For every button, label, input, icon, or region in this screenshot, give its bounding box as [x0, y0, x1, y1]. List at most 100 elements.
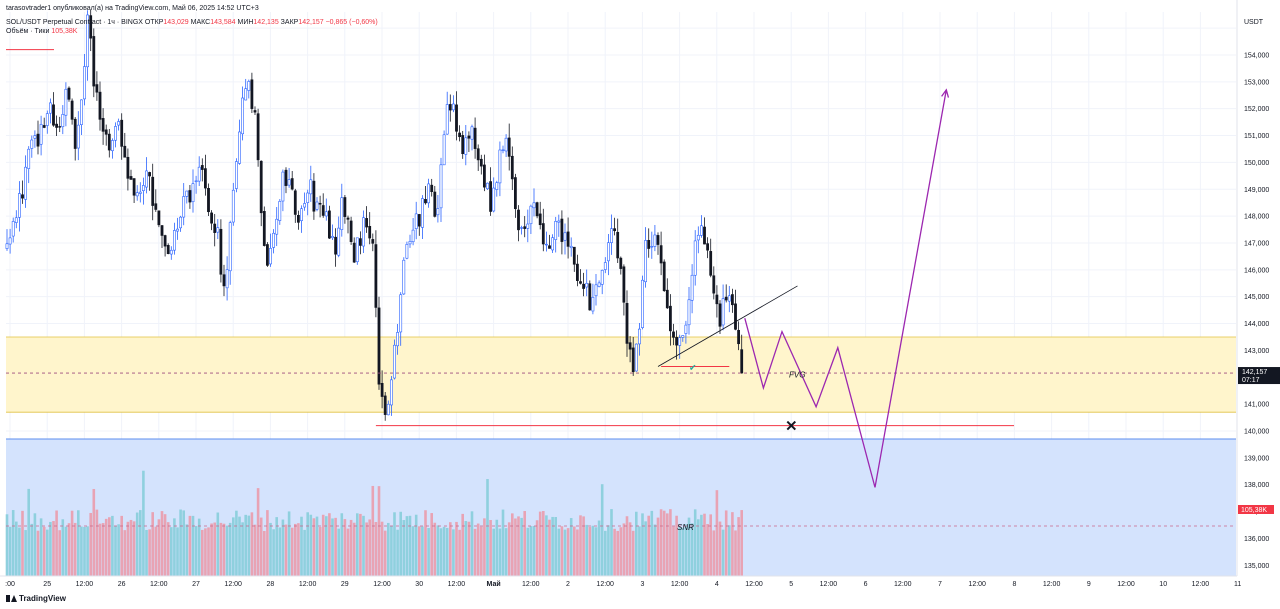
- symbol-legend[interactable]: SOL/USDT Perpetual Contract · 1ч · BINGX…: [6, 19, 378, 26]
- projection-path[interactable]: [744, 89, 947, 488]
- symbol-name[interactable]: SOL/USDT Perpetual Contract · 1ч · BINGX: [6, 19, 143, 26]
- candle-body: [154, 203, 158, 210]
- volume-bar-up: [585, 524, 588, 576]
- candle-body: [517, 209, 520, 231]
- candle-body: [250, 79, 254, 109]
- candle-body: [197, 166, 201, 182]
- volume-bar-down: [70, 510, 74, 576]
- candle-body: [241, 97, 245, 135]
- candle-body: [507, 137, 511, 157]
- candle-body: [45, 113, 49, 126]
- time-tick-label: 11: [1234, 581, 1241, 588]
- volume-bar-down: [458, 529, 461, 576]
- volume-bar-down: [383, 530, 387, 576]
- volume-bar-up: [306, 512, 309, 576]
- price-tick-label: 143,000: [1244, 348, 1269, 355]
- low-label: МИН: [237, 19, 254, 26]
- candle-body: [303, 203, 307, 208]
- projection-arrow-icon[interactable]: [941, 88, 950, 98]
- candle-body: [8, 237, 12, 245]
- currency-label: USDT: [1244, 19, 1264, 26]
- time-tick-label: 12:00: [224, 581, 242, 588]
- candle-body: [337, 227, 341, 256]
- candle-body: [362, 217, 365, 247]
- price-tick-label: 145,000: [1244, 294, 1269, 301]
- candle-body: [513, 177, 517, 210]
- snr-label[interactable]: SNR: [677, 523, 694, 532]
- time-tick-label: 12:00: [745, 581, 763, 588]
- time-tick-label: 26: [118, 581, 126, 588]
- candle-body: [36, 133, 40, 147]
- tradingview-brand[interactable]: TradingView: [6, 594, 66, 603]
- volume-bar-up: [278, 527, 282, 576]
- volume-bar-down: [476, 523, 480, 576]
- volume-bar-up: [700, 514, 703, 576]
- candle-body: [451, 103, 455, 111]
- volume-bars: [5, 470, 1236, 576]
- publisher-line: tarasovtrader1 опубликовал(а) на Trading…: [6, 5, 259, 12]
- candle-body: [603, 262, 607, 270]
- fvg-label[interactable]: FVG: [789, 371, 805, 380]
- candle-body: [653, 234, 657, 247]
- candle-body: [151, 176, 155, 206]
- volume-bar-down: [675, 515, 678, 576]
- candle-body: [613, 228, 617, 232]
- trend-line[interactable]: [657, 285, 798, 367]
- volume-bar-up: [597, 520, 601, 576]
- volume-bar-down: [126, 521, 130, 576]
- candle-body: [579, 281, 582, 284]
- volume-legend[interactable]: Объём · Тики 105,38K: [6, 28, 77, 35]
- volume-bar-up: [495, 519, 499, 576]
- volume-bar-up: [61, 519, 65, 576]
- candle-body: [204, 168, 207, 189]
- volume-bar-down: [588, 527, 592, 576]
- candle-body: [712, 275, 716, 294]
- drawings[interactable]: ✔ FVG SNR: [6, 49, 1236, 532]
- volume-bar-down: [95, 509, 99, 576]
- volume-bar-down: [706, 524, 709, 576]
- close-cross-icon[interactable]: [786, 420, 797, 431]
- candle-body: [132, 178, 136, 196]
- candle-body: [83, 66, 86, 100]
- volume-bar-down: [628, 522, 632, 576]
- price-tick-label: 146,000: [1244, 267, 1269, 274]
- candle-body: [86, 14, 90, 68]
- volume-bar-up: [557, 528, 561, 576]
- candle-body: [355, 237, 359, 263]
- candle-body: [48, 102, 52, 114]
- fvg-zone: [6, 336, 1236, 413]
- high-label: МАКС: [190, 19, 211, 26]
- candle-body: [703, 226, 706, 245]
- volume-bar-down: [259, 517, 263, 576]
- volume-bar-up: [554, 517, 557, 576]
- time-axis-bg: [0, 576, 1237, 609]
- candle-body: [200, 165, 204, 170]
- candle-body: [458, 132, 462, 138]
- time-tick-label: 12:00: [1192, 581, 1210, 588]
- candle-body: [73, 118, 77, 149]
- time-tick-label: 29: [341, 581, 349, 588]
- volume-bar-down: [328, 513, 331, 576]
- candle-body: [185, 190, 189, 197]
- volume-bar-up: [697, 519, 700, 576]
- price-tick-label: 154,000: [1244, 52, 1269, 59]
- volume-bar-down: [166, 522, 170, 576]
- price-tick-label: 138,000: [1244, 482, 1269, 489]
- volume-bar-up: [414, 514, 418, 576]
- volume-bar-up: [33, 513, 37, 576]
- volume-bar-up: [405, 516, 409, 576]
- volume-label[interactable]: Объём · Тики: [6, 28, 50, 35]
- candle-body: [33, 135, 37, 139]
- volume-bar-down: [473, 528, 477, 576]
- candle-body: [721, 298, 725, 326]
- volume-bar-down: [334, 517, 337, 576]
- candle-body: [684, 324, 688, 334]
- candle-body: [331, 235, 334, 239]
- candle-body: [173, 230, 176, 251]
- volume-bar-down: [734, 530, 737, 576]
- volume-bar-up: [303, 529, 306, 576]
- candle-body: [210, 212, 214, 224]
- candle-body: [142, 185, 145, 191]
- candle-body: [182, 196, 186, 218]
